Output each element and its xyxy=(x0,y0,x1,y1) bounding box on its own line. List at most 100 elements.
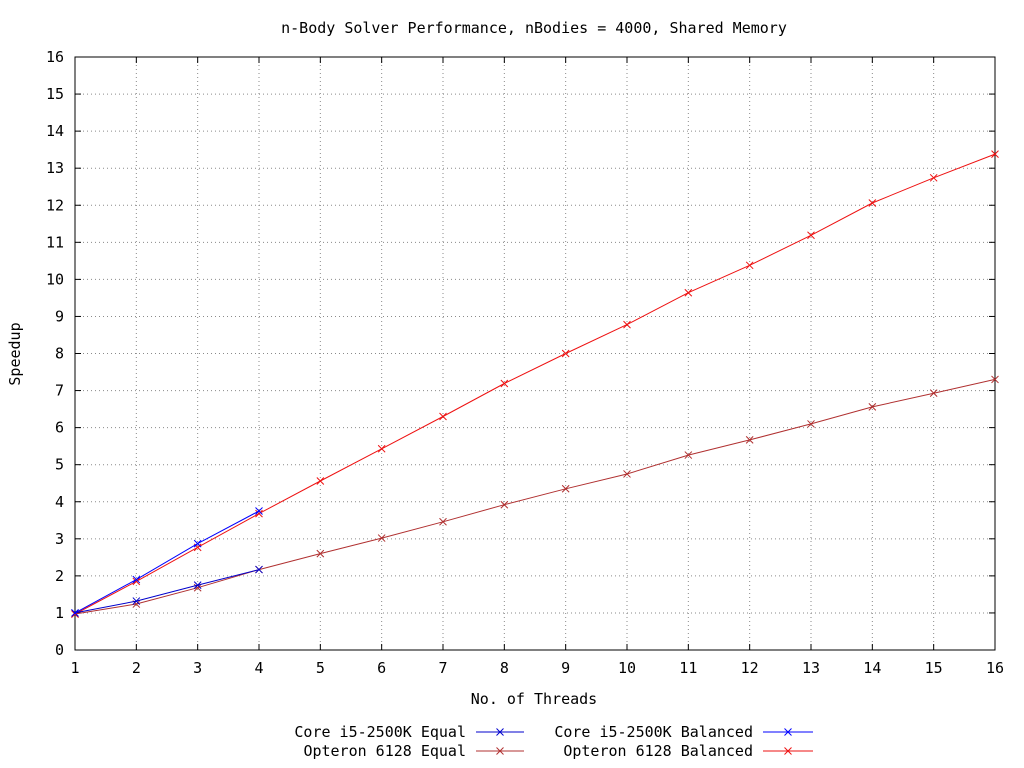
marker-stroke xyxy=(496,747,504,755)
marker-stroke xyxy=(784,728,792,736)
marker-stroke xyxy=(929,173,938,182)
data-point xyxy=(868,199,877,207)
axis-ticks: 1 2 3 4 5 6 7 8 9 10 11 12 13 14 15 1601234567891011121… xyxy=(46,48,1004,677)
data-point xyxy=(807,231,815,240)
marker-stroke xyxy=(991,150,999,158)
y-tick-label: 4 xyxy=(55,493,64,511)
marker-stroke xyxy=(500,379,509,388)
y-tick-label: 7 xyxy=(55,382,64,400)
marker-stroke xyxy=(377,444,386,453)
legend-swatch-marker xyxy=(784,728,792,736)
data-point xyxy=(745,261,754,270)
marker-stroke xyxy=(991,375,999,384)
data-point xyxy=(439,517,447,526)
x-tick-label: 6 xyxy=(377,659,386,677)
data-point xyxy=(377,444,386,453)
series-line xyxy=(74,378,996,615)
legend-label: Core i5-2500K Equal xyxy=(294,723,466,741)
marker-stroke xyxy=(132,577,141,586)
marker-stroke xyxy=(623,320,631,329)
marker-stroke xyxy=(439,517,447,526)
x-tick-label: 10 xyxy=(618,659,636,677)
marker-stroke xyxy=(684,288,693,297)
x-tick-label: 8 xyxy=(500,659,509,677)
y-tick-label: 3 xyxy=(55,530,64,548)
series-line xyxy=(74,569,260,614)
x-tick-label: 11 xyxy=(679,659,697,677)
data-point xyxy=(377,534,386,542)
data-point xyxy=(868,403,877,411)
y-tick-label: 9 xyxy=(55,307,64,325)
data-point xyxy=(132,577,141,586)
x-tick-label: 2 xyxy=(132,659,141,677)
chart-title: n-Body Solver Performance, nBodies = 400… xyxy=(281,19,787,37)
y-tick-label: 2 xyxy=(55,567,64,585)
data-point xyxy=(623,320,631,329)
marker-stroke xyxy=(439,412,447,421)
legend-item: Opteron 6128 Equal xyxy=(303,742,524,760)
x-tick-label: 16 xyxy=(986,659,1004,677)
data-point xyxy=(255,565,263,574)
marker-stroke xyxy=(684,451,693,459)
marker-stroke xyxy=(623,470,631,478)
y-tick-label: 12 xyxy=(46,196,64,214)
data-point xyxy=(193,581,202,589)
marker-stroke xyxy=(561,484,570,493)
data-point xyxy=(561,349,570,358)
series-line xyxy=(74,510,260,614)
marker-stroke xyxy=(807,420,815,428)
x-tick-label: 5 xyxy=(316,659,325,677)
legend-label: Opteron 6128 Equal xyxy=(303,742,466,760)
data-point xyxy=(929,173,938,182)
data-point xyxy=(439,412,447,421)
data-point xyxy=(684,288,693,297)
marker-stroke xyxy=(71,609,79,617)
y-tick-label: 10 xyxy=(46,270,64,288)
x-tick-label: 1 xyxy=(70,659,79,677)
marker-stroke xyxy=(193,539,202,548)
data-point xyxy=(132,575,141,584)
marker-stroke xyxy=(132,597,141,605)
series-group xyxy=(71,150,999,618)
y-tick-label: 0 xyxy=(55,641,64,659)
marker-stroke xyxy=(745,436,754,444)
y-tick-label: 13 xyxy=(46,159,64,177)
legend-swatch-marker xyxy=(784,747,792,755)
marker-stroke xyxy=(496,728,504,736)
marker-stroke xyxy=(255,565,263,574)
data-point xyxy=(255,509,263,518)
marker-stroke xyxy=(377,534,386,542)
series-1 xyxy=(71,507,263,617)
legend-swatch-marker xyxy=(496,747,504,755)
legend-label: Opteron 6128 Balanced xyxy=(563,742,753,760)
y-tick-label: 1 xyxy=(55,604,64,622)
data-point xyxy=(500,500,509,509)
marker-stroke xyxy=(132,575,141,584)
y-tick-label: 6 xyxy=(55,419,64,437)
x-tick-label: 4 xyxy=(254,659,263,677)
series-2 xyxy=(71,375,999,618)
marker-stroke xyxy=(868,403,877,411)
marker-stroke xyxy=(193,543,202,552)
series-line xyxy=(74,153,996,615)
x-tick-label: 13 xyxy=(802,659,820,677)
marker-stroke xyxy=(929,389,938,398)
grid xyxy=(75,57,995,650)
marker-stroke xyxy=(500,500,509,509)
series-0 xyxy=(71,565,263,617)
legend-item: Core i5-2500K Equal xyxy=(294,723,524,741)
marker-stroke xyxy=(193,583,202,592)
data-point xyxy=(991,375,999,384)
x-tick-label: 15 xyxy=(925,659,943,677)
marker-stroke xyxy=(868,199,877,207)
y-tick-label: 15 xyxy=(46,85,64,103)
data-point xyxy=(623,470,631,478)
data-point xyxy=(316,549,325,558)
legend-label: Core i5-2500K Balanced xyxy=(554,723,753,741)
data-point xyxy=(500,379,509,388)
marker-stroke xyxy=(561,349,570,358)
data-point xyxy=(71,609,79,617)
marker-stroke xyxy=(132,600,141,608)
x-axis-label: No. of Threads xyxy=(471,690,597,708)
